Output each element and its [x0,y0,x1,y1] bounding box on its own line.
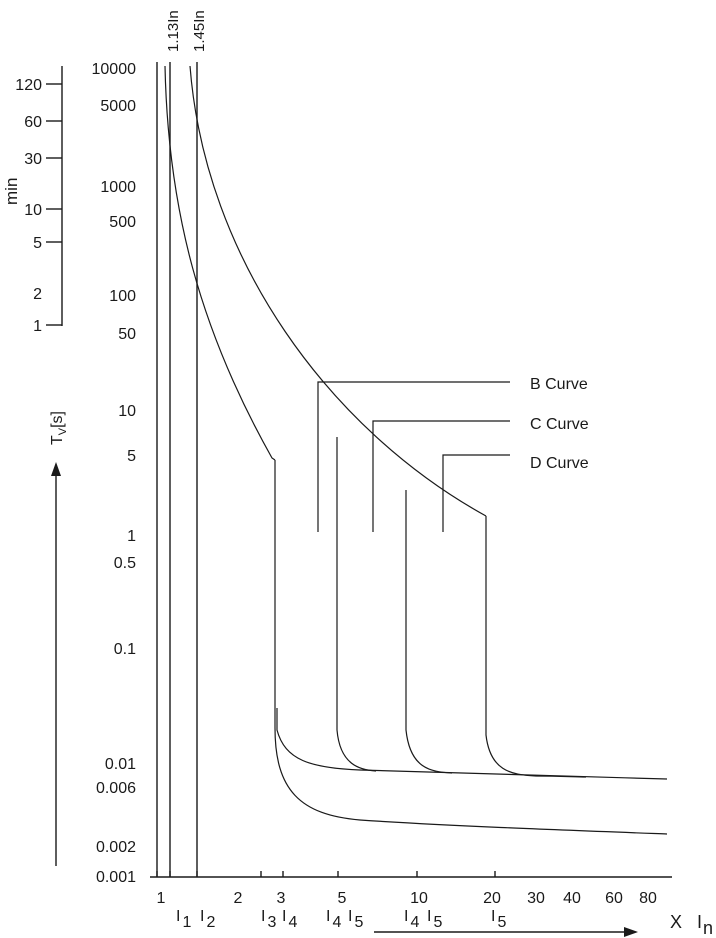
seconds-tick-label: 10000 [92,61,137,78]
x-tick-label: 30 [527,890,545,907]
minutes-axis: 120 60 30 10 5 2 1 min [2,66,63,335]
seconds-tick-label: 100 [109,288,136,305]
x-tick-label: 10 [410,890,428,907]
minutes-tick-label: 1 [33,318,42,335]
curve-b-upper-band [276,708,668,780]
x-axis-unit: In [697,912,713,938]
curves [164,65,668,835]
minutes-tick-label: 120 [15,77,42,94]
seconds-tick-label: 0.002 [96,839,136,856]
minutes-axis-label: min [2,178,21,205]
x-axis-label: X [670,912,682,932]
x-tick-label: 20 [483,890,501,907]
seconds-tick-label: 0.001 [96,869,136,886]
seconds-tick-label: 500 [109,214,136,231]
x-tick-label: 80 [639,890,657,907]
legend-label-c: C Curve [530,416,589,433]
seconds-axis: 10000 5000 1000 500 100 50 10 5 1 0.5 0.… [49,61,136,886]
legend-leader-d [442,454,510,532]
legend: B Curve C Curve D Curve [317,376,589,532]
curve-outer-magnetic [485,516,587,778]
legend-label-d: D Curve [530,455,589,472]
minutes-tick-label: 10 [24,202,42,219]
seconds-tick-label: 0.01 [105,756,136,773]
seconds-tick-label: 0.5 [114,555,136,572]
seconds-tick-label: 50 [118,326,136,343]
minutes-tick-label: 2 [33,286,42,303]
reference-label-145: 1.45In [191,10,208,52]
curve-d-magnetic [405,490,453,774]
reference-label-113: 1.13In [165,10,182,52]
seconds-tick-label: 1 [127,528,136,545]
seconds-tick-label: 5000 [100,98,136,115]
seconds-tick-label: 0.1 [114,641,136,658]
curve-b-thermal [164,65,276,461]
seconds-axis-label: TV[s] [49,411,69,445]
curve-outer-thermal [189,65,487,517]
svg-text:TV[s]: TV[s] [49,411,69,445]
right-arrow-icon [624,927,638,937]
x-tick-label: 1 [157,890,166,907]
curve-b-magnetic [274,460,668,835]
curve-c-magnetic [336,437,377,772]
x-tick-label: 60 [605,890,623,907]
minutes-tick-label: 30 [24,151,42,168]
minutes-tick-label: 60 [24,114,42,131]
seconds-tick-label: 1000 [100,179,136,196]
x-tick-label: 2 [234,890,243,907]
seconds-tick-label: 5 [127,448,136,465]
minutes-tick-label: 5 [33,235,42,252]
x-tick-label: 40 [563,890,581,907]
legend-label-b: B Curve [530,376,588,393]
x-tick-label: 5 [338,890,347,907]
x-tick-label: 3 [277,890,286,907]
seconds-tick-label: 10 [118,403,136,420]
legend-leader-b [317,381,510,532]
seconds-tick-label: 0.006 [96,780,136,797]
legend-leader-c [372,420,510,532]
up-arrow-icon [51,462,61,476]
